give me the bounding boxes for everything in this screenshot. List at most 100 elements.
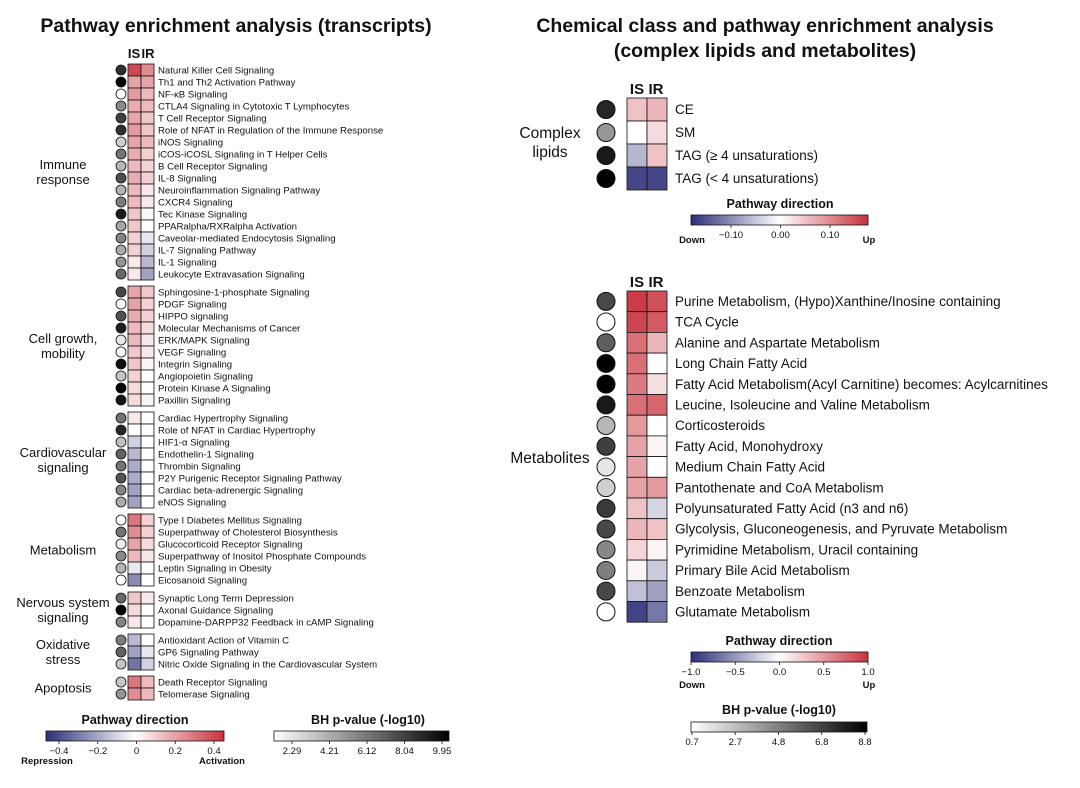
cell-ir-angiopoietin-signaling [140,369,155,383]
metabolite-cell-is-glycolysis-gluconeogenesis-and-pyruvate-metabolism [626,518,648,540]
metabolites-direction-legend-title: Pathway direction [726,634,833,648]
pathway-label-paxillin-signaling: Paxillin Signaling [158,396,231,407]
pvalue-dot-cardiac-hypertrophy-signaling [115,412,127,424]
pathway-label-il-7-signaling-pathway: IL-7 Signaling Pathway [158,246,256,257]
cell-ir-antioxidant-action-of-vitamin-c [140,633,155,647]
cell-is-erk-mapk-signaling [127,333,142,347]
metabolite-pvalue-dot-primary-bile-acid-metabolism [596,560,616,580]
cell-is-sphingosine-1-phosphate-signaling [127,285,142,299]
metabolite-cell-ir-fatty-acid-metabolism-acyl-carnitine-becomes-acylcarnitines [646,373,668,395]
cell-is-tec-kinase-signaling [127,207,142,221]
cell-is-nf-b-signaling [127,87,142,101]
lipid-cell-ir-sm [646,120,668,145]
left-direction-tick-label-4: 0.4 [207,746,221,757]
left-title: Pathway enrichment analysis (transcripts… [40,15,431,37]
pathway-label-thrombin-signaling: Thrombin Signaling [158,462,241,473]
pvalue-dot-il-1-signaling [115,256,127,268]
metabolite-pvalue-dot-leucine-isoleucine-and-valine-metabolism [596,395,616,415]
pathway-label-ctla4-signaling-in-cytotoxic-t-lymphocytes: CTLA4 Signaling in Cytotoxic T Lymphocyt… [158,102,349,113]
left-direction-ticks: −0.4 −0.2 0 0.2 0.4 [50,741,221,757]
pvalue-dot-superpathway-of-inositol-phosphate-compounds [115,550,127,562]
metabolite-cell-ir-pantothenate-and-coa-metabolism [646,476,668,499]
right-title-line1: Chemical class and pathway enrichment an… [536,15,994,37]
cell-ir-telomerase-signaling [140,687,155,701]
metabolite-cell-is-medium-chain-fatty-acid [626,456,648,478]
lipid-cell-ir-tag-4-unsaturations [646,143,668,168]
pathway-label-pparalpha-rxralpha-activation: PPARalpha/RXRalpha Activation [158,222,297,233]
pvalue-dot-cxcr4-signaling [115,196,127,208]
pathway-label-b-cell-receptor-signaling: B Cell Receptor Signaling [158,162,267,173]
lipid-cell-is-ce [626,97,648,122]
pathway-label-nitric-oxide-signaling-in-the-cardiovascular-system: Nitric Oxide Signaling in the Cardiovasc… [158,660,377,671]
left-pvalue-tick-label-1: 4.21 [320,746,339,757]
metabolite-label-medium-chain-fatty-acid: Medium Chain Fatty Acid [675,460,825,475]
pathway-label-glucocorticoid-receptor-signaling: Glucocorticoid Receptor Signaling [158,540,303,551]
pvalue-dot-synaptic-long-term-depression [115,592,127,604]
pathway-label-type-i-diabetes-mellitus-signaling: Type I Diabetes Mellitus Signaling [158,516,302,527]
pvalue-dot-il-7-signaling-pathway [115,244,127,256]
metabolites-col-header-ir: IR [649,274,664,291]
pvalue-dot-role-of-nfat-in-regulation-of-the-immune-response [115,124,127,136]
pathway-label-role-of-nfat-in-regulation-of-the-immune-response: Role of NFAT in Regulation of the Immune… [158,126,383,137]
pathway-label-cardiac-beta-adrenergic-signaling: Cardiac beta-adrenergic Signaling [158,486,303,497]
cell-ir-icos-icosl-signaling-in-t-helper-cells [140,147,155,161]
cell-ir-nf-b-signaling [140,87,155,101]
group-label-immune-response-line1: Immune [40,157,87,172]
pathway-label-axonal-guidance-signaling: Axonal Guidance Signaling [158,606,273,617]
cell-is-natural-killer-cell-signaling [127,63,142,77]
left-col-header-ir: IR [142,46,156,61]
cell-is-t-cell-receptor-signaling [127,111,142,125]
cell-is-antioxidant-action-of-vitamin-c [127,633,142,647]
cell-is-il-8-signaling [127,171,142,185]
left-direction-tick-label-0: −0.4 [50,746,70,757]
lipids-heatmap: CE SM TAG (≥ 4 unsaturations) TAG (< 4 unsa… [596,97,818,191]
pvalue-dot-angiopoietin-signaling [115,370,127,382]
metabolite-cell-ir-polyunsaturated-fatty-acid-n3-and-n6 [646,497,668,520]
left-direction-low-label: Repression [21,756,73,767]
metabolite-cell-ir-benzoate-metabolism [646,580,668,602]
pathway-label-endothelin-1-signaling: Endothelin-1 Signaling [158,450,254,461]
metabolites-col-header-is: IS [630,274,644,291]
pathway-label-th1-and-th2-activation-pathway: Th1 and Th2 Activation Pathway [158,78,296,89]
cell-is-protein-kinase-a-signaling [127,381,142,395]
pathway-label-inos-signaling: iNOS Signaling [158,138,223,149]
cell-ir-hippo-signaling [140,309,155,323]
right-pvalue-tick-label-3: 6.8 [815,737,828,748]
metabolite-pvalue-dot-fatty-acid-metabolism-acyl-carnitine-becomes-acylcarnitines [596,374,616,394]
pathway-label-protein-kinase-a-signaling: Protein Kinase A Signaling [158,384,271,395]
cell-ir-glucocorticoid-receptor-signaling [140,537,155,551]
lipid-label-tag-4-unsaturations: TAG (≥ 4 unsaturations) [675,148,818,163]
pvalue-dot-pparalpha-rxralpha-activation [115,220,127,232]
cell-is-neuroinflammation-signaling-pathway [127,183,142,197]
cell-is-th1-and-th2-activation-pathway [127,75,142,89]
cell-is-b-cell-receptor-signaling [127,159,142,173]
metabolites-direction-tick-label-2: 0.0 [773,667,786,678]
pathway-label-hif1-signaling: HIF1-α Signaling [158,438,230,449]
pvalue-dot-pdgf-signaling [115,298,127,310]
pathway-label-dopamine-darpp32-feedback-in-camp-signaling: Dopamine-DARPP32 Feedback in cAMP Signal… [158,618,374,629]
metabolite-cell-is-pyrimidine-metabolism-uracil-containing [626,539,648,561]
cell-is-angiopoietin-signaling [127,369,142,383]
metabolite-label-pantothenate-and-coa-metabolism: Pantothenate and CoA Metabolism [675,480,884,495]
right-pvalue-legend-title: BH p-value (-log10) [722,703,836,717]
pathway-label-role-of-nfat-in-cardiac-hypertrophy: Role of NFAT in Cardiac Hypertrophy [158,426,316,437]
pathway-label-caveolar-mediated-endocytosis-signaling: Caveolar-mediated Endocytosis Signaling [158,234,336,245]
cell-is-il-1-signaling [127,255,142,269]
left-pvalue-tick-label-3: 8.04 [395,746,414,757]
cell-is-eicosanoid-signaling [127,573,142,587]
pathway-label-cxcr4-signaling: CXCR4 Signaling [158,198,233,209]
metabolite-pvalue-dot-pyrimidine-metabolism-uracil-containing [596,540,616,560]
pathway-label-eicosanoid-signaling: Eicosanoid Signaling [158,576,247,587]
cell-is-endothelin-1-signaling [127,447,142,461]
cell-ir-integrin-signaling [140,357,155,371]
group-label-cardiovascular-signaling-line1: Cardiovascular [20,445,107,460]
right-pvalue-colorbar [690,721,868,733]
lipid-label-tag-4-unsaturations: TAG (< 4 unsaturations) [675,171,818,186]
left-pvalue-tick-label-4: 9.95 [433,746,452,757]
metabolite-label-benzoate-metabolism: Benzoate Metabolism [675,584,805,599]
left-pvalue-colorbar [273,730,450,742]
cell-ir-role-of-nfat-in-regulation-of-the-immune-response [140,123,155,137]
metabolite-cell-ir-fatty-acid-monohydroxy [646,435,668,457]
metabolites-direction-low-label: Down [679,680,705,691]
metabolite-label-pyrimidine-metabolism-uracil-containing: Pyrimidine Metabolism, Uracil containing [675,542,918,557]
